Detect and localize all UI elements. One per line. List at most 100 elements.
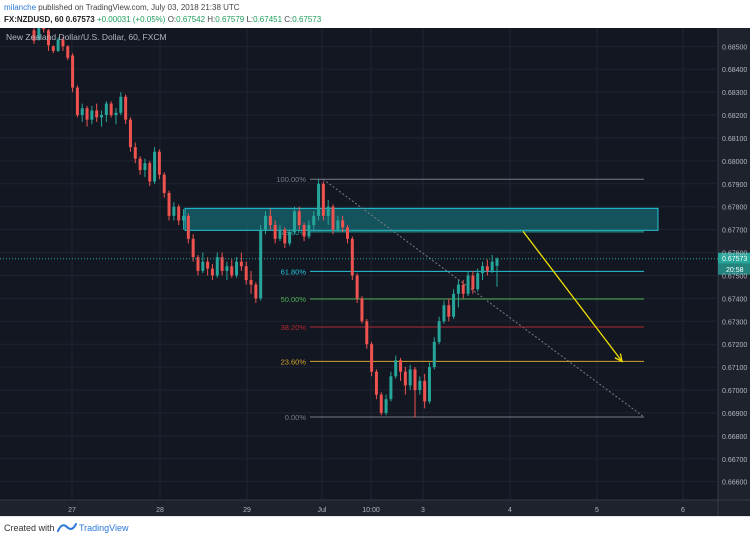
candle-body — [264, 215, 267, 230]
candle-body — [235, 261, 239, 276]
candle-body — [461, 284, 465, 294]
candle-body — [408, 369, 412, 386]
candle — [471, 270, 475, 294]
candle-body — [80, 108, 84, 116]
candle-body — [423, 380, 427, 402]
time-axis[interactable]: 27 28 29 Jul 10:00 3 4 5 6 — [68, 507, 685, 514]
candle-body — [100, 115, 104, 118]
time-tick-label: 29 — [243, 507, 251, 514]
candle-body — [201, 261, 205, 271]
candle — [278, 225, 282, 242]
time-tick-label: 4 — [508, 507, 512, 514]
candle-body — [452, 293, 456, 317]
time-tick-label: 28 — [156, 507, 164, 514]
price-tick-label: 0.67200 — [722, 342, 747, 349]
candle-body — [495, 258, 499, 266]
candle — [206, 257, 210, 276]
plot-area[interactable] — [0, 28, 718, 500]
candle-body — [109, 103, 113, 116]
candle-body — [384, 399, 388, 413]
candle — [408, 364, 412, 391]
candle — [177, 204, 181, 226]
candle-body — [56, 39, 60, 51]
candle-body — [61, 39, 65, 47]
candle-body — [345, 227, 349, 239]
candle — [157, 149, 161, 180]
candle — [210, 264, 214, 281]
candle-body — [172, 206, 176, 216]
candle-body — [215, 257, 219, 276]
publish-line: milanche published on TradingView.com, J… — [4, 3, 240, 12]
candle — [399, 357, 403, 381]
candle-body — [341, 220, 345, 228]
time-tick-label: 5 — [595, 507, 599, 514]
candle — [249, 270, 253, 294]
candle-body — [143, 163, 147, 171]
candle — [80, 103, 84, 122]
candle-body — [37, 28, 41, 40]
candle-body — [399, 360, 403, 372]
candle-body — [481, 266, 485, 274]
candle — [124, 94, 128, 125]
candle — [32, 28, 36, 45]
candle — [119, 92, 123, 116]
candle-body — [413, 369, 417, 391]
price-tick-label: 0.66900 — [722, 411, 747, 418]
price-tick-label: 0.67700 — [722, 228, 747, 235]
candle-body — [230, 266, 234, 276]
candle — [336, 215, 340, 232]
candle — [153, 147, 157, 184]
candle — [427, 362, 431, 404]
candle-body — [157, 151, 161, 175]
candle-body — [370, 344, 374, 372]
candle-body — [268, 215, 272, 226]
projection-arrow-line — [522, 230, 623, 362]
candle-body — [326, 206, 330, 216]
symbol-line: FX:NZDUSD, 60 0.67573 +0.00031 (+0.05%) … — [4, 15, 321, 24]
candle — [283, 227, 287, 248]
candle — [307, 220, 311, 239]
fib-level-label: 38.20% — [281, 323, 307, 332]
candle — [476, 268, 480, 292]
candle — [423, 373, 427, 409]
candle — [360, 296, 364, 324]
price-tick-label: 0.67900 — [722, 182, 747, 189]
candle — [66, 45, 70, 61]
price-tick-label: 0.68300 — [722, 90, 747, 97]
candle — [442, 300, 446, 324]
tradingview-link[interactable]: TradingView — [79, 523, 129, 533]
candle — [302, 222, 306, 242]
candle-body — [133, 147, 137, 159]
fib-level-label: 23.60% — [281, 357, 307, 366]
candle — [447, 298, 451, 322]
candle-body — [350, 238, 354, 276]
candle — [196, 254, 200, 276]
candle-body — [442, 305, 446, 322]
author-link[interactable]: milanche — [4, 3, 37, 12]
last-price-text: 0.67573 — [65, 15, 95, 24]
candle — [259, 225, 263, 301]
candle-body — [471, 275, 475, 290]
candle — [403, 367, 407, 395]
candle-body — [104, 103, 108, 116]
candle-body — [244, 266, 248, 281]
candle-body — [312, 215, 316, 226]
time-tick-label: 6 — [681, 507, 685, 514]
last-price-badge — [718, 252, 750, 264]
candle-body — [66, 46, 70, 58]
candle-body — [51, 46, 55, 51]
candle — [85, 105, 89, 127]
candle-body — [321, 183, 325, 216]
candle-body — [124, 96, 128, 120]
candle — [495, 257, 499, 287]
candle-body — [360, 298, 364, 322]
candle-body — [206, 261, 210, 269]
price-axis[interactable]: 0.68500 0.68400 0.68300 0.68200 0.68100 0.680… — [722, 44, 747, 486]
supply-zone-box — [184, 207, 659, 231]
candle — [109, 101, 113, 118]
candle — [350, 236, 354, 281]
price-chart[interactable]: 100.00% 78.60% 61.80% 50.00% 38.20% 23.60% 0.0… — [0, 28, 750, 516]
candle — [51, 45, 55, 54]
candle — [413, 367, 417, 418]
candle-body — [490, 261, 494, 271]
